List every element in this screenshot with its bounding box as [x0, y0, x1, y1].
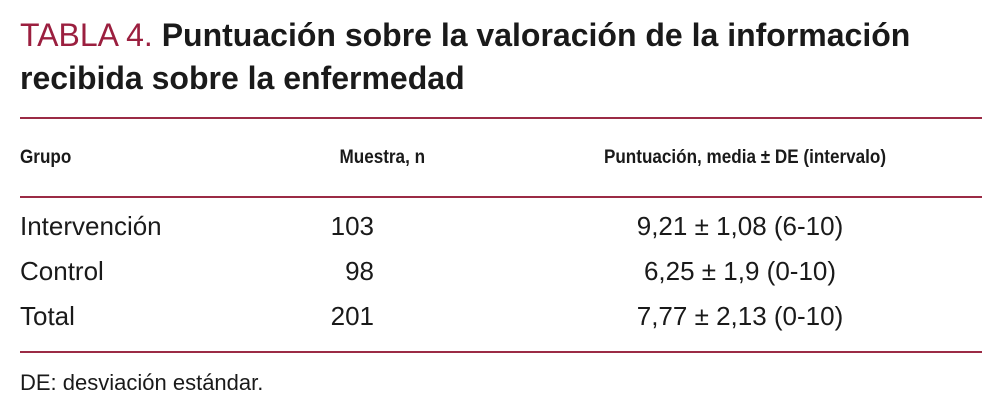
rule [20, 196, 982, 198]
table-cell: Control [20, 256, 104, 286]
table-title: TABLA 4. Puntuación sobre la valoración … [20, 14, 980, 100]
title-text: Puntuación sobre la valoración de la inf… [20, 17, 911, 96]
table-cell: 9,21 ± 1,08 (6-10) [636, 211, 844, 241]
table-cell: 98 [345, 256, 374, 286]
table-cell: 7,77 ± 2,13 (0-10) [636, 301, 844, 331]
rule [20, 117, 982, 119]
rule [20, 351, 982, 353]
title-label: TABLA 4. [20, 17, 153, 53]
header-cell: Puntuación, media ± DE (intervalo) [603, 147, 887, 168]
header-cell: Muestra, n [339, 147, 425, 168]
table-cell: Intervención [20, 211, 162, 241]
table-cell: Total [20, 301, 75, 331]
footnote: DE: desviación estándar. [20, 370, 264, 395]
table-cell: 201 [330, 301, 374, 331]
table-cell: 6,25 ± 1,9 (0-10) [643, 256, 837, 286]
table-cell: 103 [330, 211, 374, 241]
header-cell: Grupo [20, 147, 72, 168]
